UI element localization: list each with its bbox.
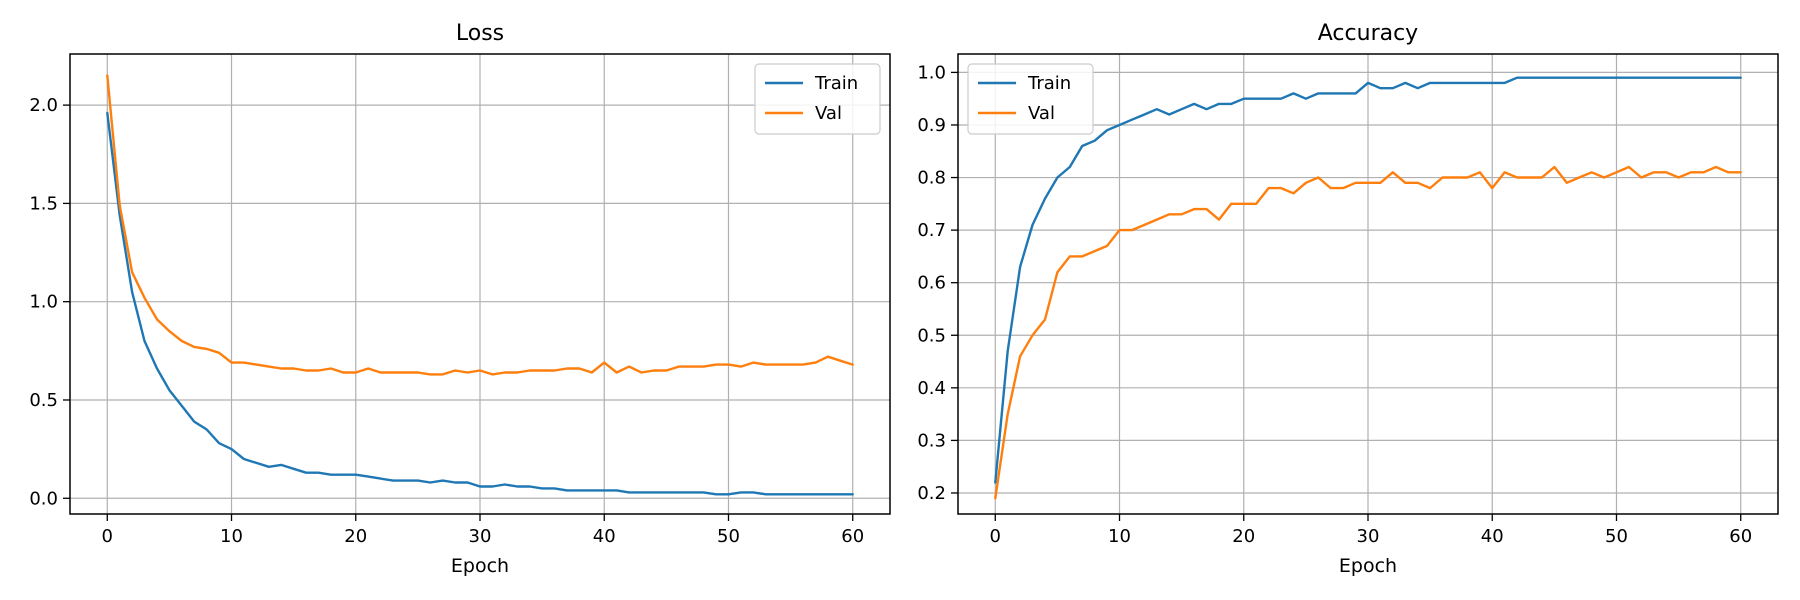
accuracy-chart-y-tick-label: 0.2 [917,483,946,504]
accuracy-chart-y-tick-label: 0.4 [917,378,946,399]
loss-chart-grid [70,54,890,514]
accuracy-chart-legend-box [967,63,1094,135]
loss-chart-x-tick-label: 40 [593,526,616,547]
loss-chart-legend: Train Val [754,63,881,135]
loss-chart-ticks: 0 10 20 30 40 50 60 0.0 0.5 1.0 1.5 2.0 [29,95,864,547]
loss-chart-x-tick-label: 50 [717,526,740,547]
loss-chart: Loss Epoch 0 10 20 30 40 50 600.00.51.01.52.0 … [29,21,891,577]
loss-chart-frame [69,53,891,515]
accuracy-chart-legend-label-val: Val [1028,103,1055,124]
loss-chart-series-train-line [106,111,854,496]
accuracy-chart-y-tick-label: 0.6 [917,273,946,294]
loss-chart-legend-box [754,63,881,135]
accuracy-chart-x-tick-label: 30 [1357,526,1380,547]
accuracy-chart-x-tick-label: 50 [1605,526,1628,547]
loss-chart-x-tick-label: 10 [220,526,243,547]
accuracy-chart-x-axis-label: Epoch [1339,555,1397,577]
loss-chart-y-tick-label: 0.0 [29,488,58,509]
loss-chart-legend-label-val: Val [815,103,842,124]
accuracy-chart-x-tick-label: 10 [1108,526,1131,547]
loss-chart-x-tick-label: 0 [102,526,113,547]
loss-chart-y-tick-label: 2.0 [29,95,58,116]
loss-chart-x-tick-label: 30 [469,526,492,547]
accuracy-chart-x-tick-label: 0 [990,526,1001,547]
accuracy-chart-series-val-line [994,165,1742,500]
loss-chart-x-axis-label: Epoch [451,555,509,577]
accuracy-chart-series [994,76,1742,500]
loss-chart-y-tick-label: 0.5 [29,390,58,411]
loss-chart-x-tick-label: 20 [344,526,367,547]
loss-chart-x-tick-label: 60 [841,526,864,547]
accuracy-chart-grid [958,54,1778,514]
loss-chart-series [106,74,854,496]
accuracy-chart-ticks: 0 10 20 30 40 50 60 0.2 0.3 0.4 0.5 0.6 0.7 0.8 0.9 1.0 [917,62,1752,547]
accuracy-chart-y-tick-label: 0.8 [917,168,946,189]
loss-chart-series-val-line [106,74,854,376]
accuracy-chart-x-tick-label: 60 [1729,526,1752,547]
accuracy-chart-y-tick-label: 0.5 [917,325,946,346]
accuracy-chart: Accuracy Epoch 0 10 20 30 40 50 60 0.2 0.3 0.4 0.5… [917,21,1779,577]
accuracy-chart-x-tick-label: 40 [1481,526,1504,547]
accuracy-chart-frame [957,53,1779,515]
accuracy-chart-y-tick-label: 0.3 [917,430,946,451]
accuracy-chart-legend: Train Val [967,63,1094,135]
accuracy-chart-title: Accuracy [1318,21,1418,46]
loss-chart-legend-label-train: Train [814,73,858,94]
accuracy-chart-legend-label-train: Train [1027,73,1071,94]
accuracy-chart-y-tick-label: 0.7 [917,220,946,241]
loss-chart-y-tick-label: 1.5 [29,193,58,214]
loss-chart-y-tick-label: 1.0 [29,292,58,313]
accuracy-chart-x-tick-label: 20 [1232,526,1255,547]
accuracy-chart-series-train-line [994,76,1742,484]
accuracy-chart-y-tick-label: 0.9 [917,115,946,136]
loss-chart-title: Loss [456,21,504,46]
accuracy-chart-y-tick-label: 1.0 [917,62,946,83]
